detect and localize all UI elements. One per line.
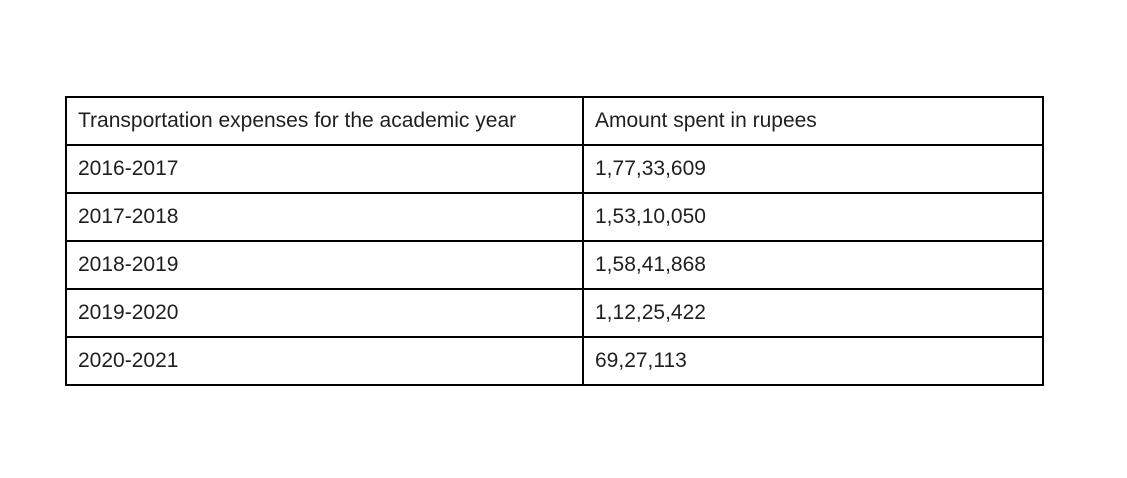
amount-cell: 1,58,41,868	[582, 240, 1044, 290]
year-cell: 2019-2020	[65, 288, 584, 338]
amount-cell: 1,12,25,422	[582, 288, 1044, 338]
table-header-row: Transportation expenses for the academic…	[65, 96, 1044, 146]
table-row: 2019-2020 1,12,25,422	[65, 288, 1044, 338]
table-row: 2018-2019 1,58,41,868	[65, 240, 1044, 290]
header-cell-academic-year: Transportation expenses for the academic…	[65, 96, 584, 146]
table-row: 2017-2018 1,53,10,050	[65, 192, 1044, 242]
year-cell: 2016-2017	[65, 144, 584, 194]
table-row: 2016-2017 1,77,33,609	[65, 144, 1044, 194]
transportation-expenses-table: Transportation expenses for the academic…	[65, 96, 1044, 386]
table-row: 2020-2021 69,27,113	[65, 336, 1044, 386]
amount-cell: 1,77,33,609	[582, 144, 1044, 194]
year-cell: 2017-2018	[65, 192, 584, 242]
amount-cell: 69,27,113	[582, 336, 1044, 386]
year-cell: 2018-2019	[65, 240, 584, 290]
amount-cell: 1,53,10,050	[582, 192, 1044, 242]
year-cell: 2020-2021	[65, 336, 584, 386]
header-cell-amount: Amount spent in rupees	[582, 96, 1044, 146]
